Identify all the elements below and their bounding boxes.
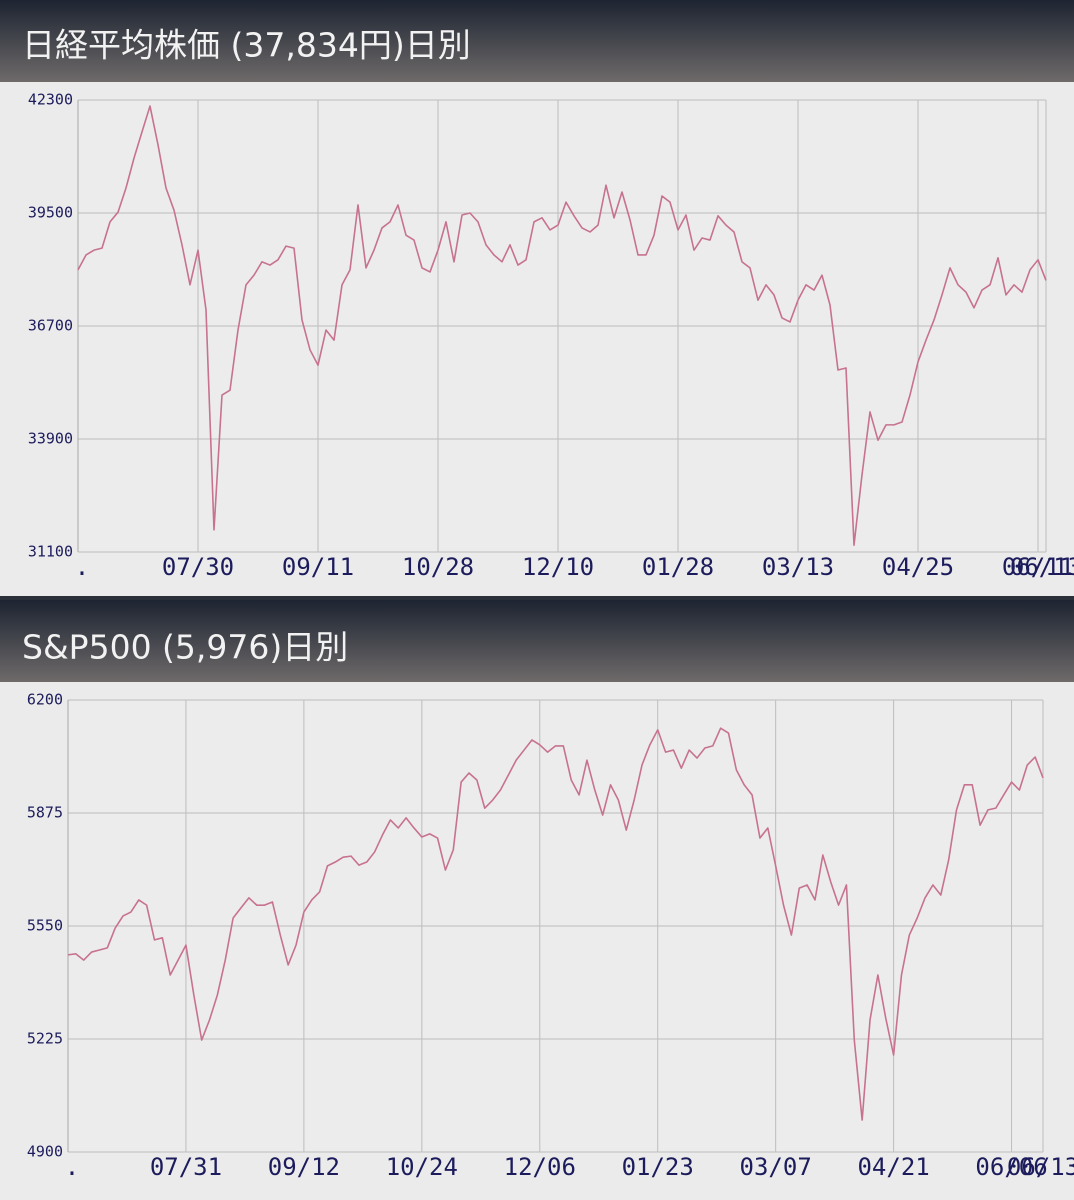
y-tick-label: 5550 [27, 917, 63, 935]
x-tick-label: 10/24 [386, 1153, 458, 1181]
y-tick-label: 36700 [28, 317, 73, 335]
price-line [77, 105, 1047, 546]
x-tick-label: 04/25 [882, 553, 954, 581]
y-tick-label: 33900 [28, 430, 73, 448]
header-bar [0, 0, 1074, 82]
y-tick-label: 39500 [28, 204, 73, 222]
x-tick-label: 04/21 [857, 1153, 929, 1181]
price-line [67, 727, 1044, 1121]
x-tick-label: . [65, 1153, 79, 1181]
x-tick-label: 09/11 [282, 553, 354, 581]
x-tick-label: . [75, 553, 89, 581]
chart-title: S&P500 (5,976)日別 [22, 628, 348, 667]
y-tick-label: 5875 [27, 804, 63, 822]
chart-title: 日経平均株価 (37,834円)日別 [22, 26, 471, 65]
y-tick-label: 42300 [28, 91, 73, 109]
x-tick-label: 06/13 [1010, 553, 1074, 581]
x-tick-label: 06/11 [1002, 553, 1074, 581]
y-tick-label: 4900 [27, 1143, 63, 1161]
x-tick-label: 06/13 [1007, 1153, 1074, 1181]
x-tick-label: 09/12 [268, 1153, 340, 1181]
x-tick-label: 03/13 [762, 553, 834, 581]
x-tick-label: 06/06 [975, 1153, 1047, 1181]
header-bar [0, 600, 1074, 682]
x-tick-label: 12/06 [504, 1153, 576, 1181]
x-tick-label: 10/28 [402, 553, 474, 581]
y-tick-label: 31100 [28, 543, 73, 561]
x-tick-label: 01/28 [642, 553, 714, 581]
x-tick-label: 07/30 [162, 553, 234, 581]
y-tick-label: 5225 [27, 1030, 63, 1048]
y-tick-label: 6200 [27, 691, 63, 709]
x-tick-label: 03/07 [740, 1153, 812, 1181]
divider [0, 596, 1074, 600]
x-tick-label: 07/31 [150, 1153, 222, 1181]
x-tick-label: 12/10 [522, 553, 594, 581]
x-tick-label: 01/23 [622, 1153, 694, 1181]
